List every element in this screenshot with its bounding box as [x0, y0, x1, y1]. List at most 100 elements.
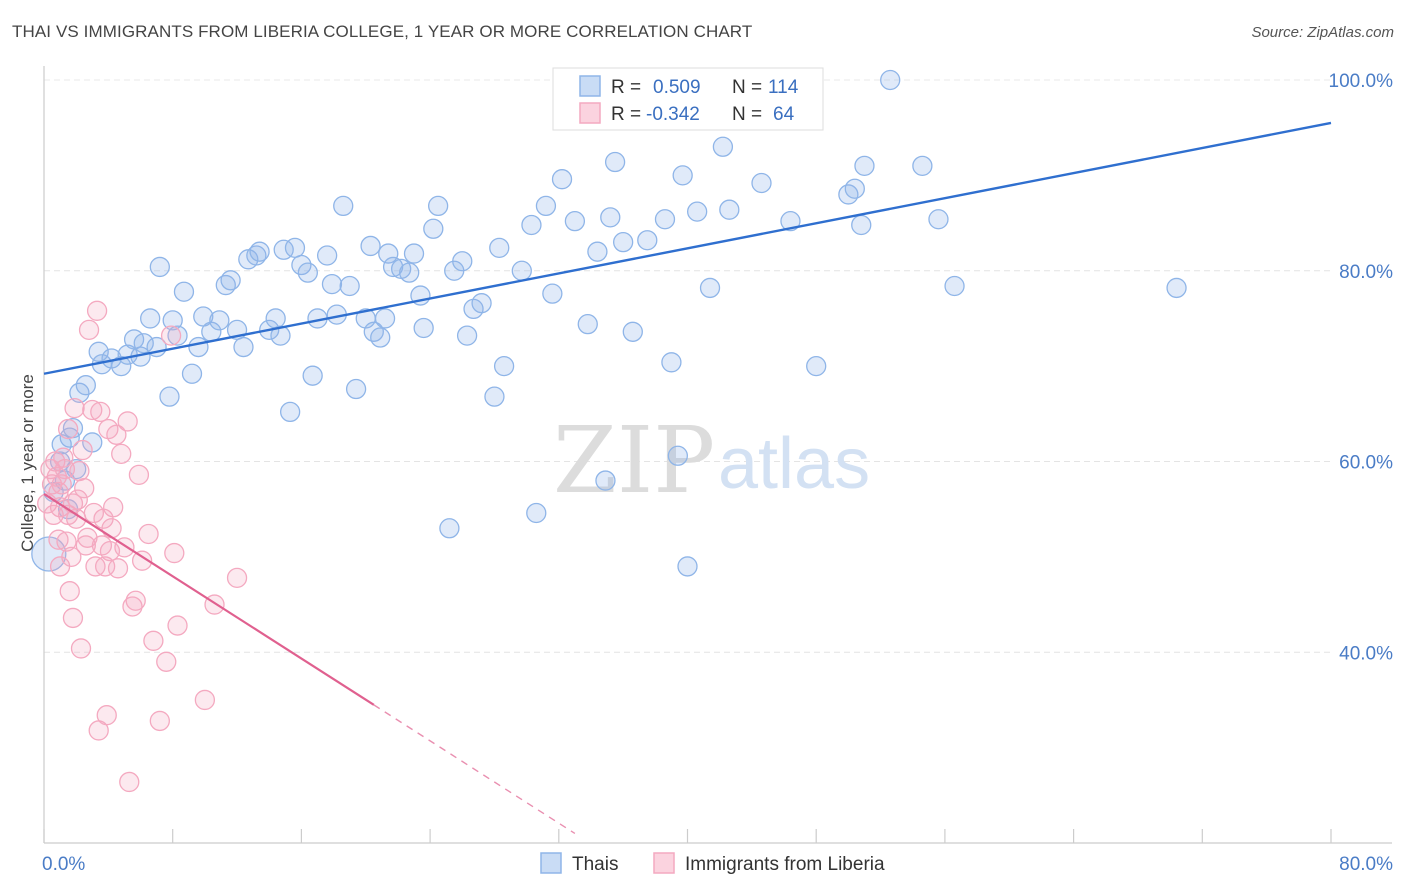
thais-point-25: [188, 336, 209, 358]
thais-point-46: [316, 245, 338, 266]
thais-point-95: [687, 201, 708, 222]
thais-point-97: [712, 136, 734, 157]
liberia-point-52: [143, 630, 164, 651]
thais-point-100: [780, 211, 801, 232]
legend-swatch-liberia: [579, 102, 601, 124]
legend-n-value-thais: 114: [768, 77, 799, 98]
liberia-point-35: [94, 556, 116, 577]
liberia-point-53: [149, 710, 170, 732]
thais-point-41: [284, 237, 306, 259]
legend-bottom: Thais Immigrants from Liberia: [540, 852, 885, 875]
liberia-point-57: [167, 615, 188, 636]
thais-point-109: [944, 275, 965, 297]
trend-line-1: [43, 493, 375, 706]
legend-bottom-swatch-thais: [540, 852, 562, 874]
thais-point-19: [149, 256, 170, 278]
watermark-atlas: atlas: [718, 424, 870, 504]
thais-point-96: [699, 277, 721, 299]
y-tick-label: 40.0%: [1339, 643, 1393, 664]
thais-point-74: [493, 355, 515, 377]
legend-top: R = 0.509 N = 114 R = -0.342 N = 64: [552, 67, 824, 131]
liberia-point-14: [59, 581, 80, 602]
liberia-point-32: [90, 401, 111, 423]
thais-point-71: [471, 293, 492, 314]
series-liberia: [37, 300, 248, 793]
legend-r-label: R =: [611, 104, 641, 125]
thais-point-91: [661, 352, 682, 373]
thais-point-61: [403, 243, 425, 264]
y-tick-label: 60.0%: [1339, 453, 1393, 474]
thais-point-38: [270, 325, 291, 346]
thais-point-92: [667, 445, 688, 466]
thais-point-94: [677, 556, 698, 577]
thais-point-50: [339, 275, 360, 297]
liberia-point-55: [160, 325, 182, 346]
thais-point-87: [613, 231, 634, 253]
thais-point-57: [378, 243, 399, 264]
thais-point-24: [181, 363, 203, 384]
thais-point-72: [484, 386, 505, 407]
thais-point-84: [595, 470, 616, 491]
x-tick-labels: 0.0% 80.0%: [42, 854, 1393, 875]
thais-point-77: [526, 502, 547, 524]
liberia-point-16: [62, 607, 84, 629]
series-thais: [31, 69, 1187, 577]
thais-point-17: [140, 308, 161, 329]
thais-point-98: [719, 199, 740, 220]
liberia-point-56: [164, 542, 185, 564]
thais-point-55: [370, 327, 391, 348]
liberia-point-24: [75, 535, 96, 556]
liberia-point-51: [138, 523, 159, 545]
liberia-point-60: [226, 567, 248, 589]
liberia-point-42: [107, 558, 129, 579]
thais-point-7: [75, 375, 96, 396]
legend-r-value-thais: 0.509: [653, 77, 701, 98]
liberia-point-20: [67, 489, 88, 510]
thais-point-32: [233, 336, 254, 358]
thais-point-63: [413, 317, 434, 339]
thais-point-68: [452, 251, 473, 272]
y-axis-title: College, 1 year or more: [18, 374, 37, 552]
liberia-point-21: [69, 460, 90, 482]
thais-point-64: [423, 218, 444, 239]
liberia-point-30: [86, 300, 108, 321]
legend-bottom-label-liberia: Immigrants from Liberia: [685, 854, 885, 875]
liberia-point-12: [56, 531, 77, 552]
liberia-point-26: [78, 319, 100, 341]
liberia-point-7: [49, 497, 71, 518]
thais-point-23: [173, 281, 195, 302]
thais-point-89: [637, 230, 658, 251]
thais-point-104: [851, 214, 872, 236]
thais-point-22: [167, 325, 188, 346]
thais-point-102: [838, 184, 859, 205]
thais-point-60: [399, 262, 420, 283]
axes: [43, 66, 1392, 844]
thais-point-51: [345, 378, 367, 400]
thais-point-43: [297, 262, 318, 283]
thais-point-58: [382, 256, 404, 278]
legend-n-label: N =: [732, 104, 762, 125]
thais-point-35: [249, 241, 270, 262]
liberia-point-28: [83, 502, 105, 524]
thais-point-90: [654, 209, 676, 230]
legend-bottom-label-thais: Thais: [572, 854, 618, 875]
chart-title: THAI VS IMMIGRANTS FROM LIBERIA COLLEGE,…: [12, 22, 753, 41]
y-tick-label: 80.0%: [1339, 262, 1393, 283]
thais-point-86: [604, 151, 626, 173]
thais-point-30: [220, 270, 241, 291]
thais-point-21: [162, 310, 183, 331]
thais-point-28: [209, 310, 230, 331]
liberia-point-9: [51, 474, 72, 495]
thais-point-49: [333, 195, 354, 217]
liberia-point-40: [103, 497, 124, 518]
liberia-point-46: [119, 771, 140, 793]
y-tick-label: 100.0%: [1329, 71, 1394, 92]
legend-r-label: R =: [611, 77, 641, 98]
y-tick-labels: 40.0% 60.0% 80.0% 100.0%: [1329, 71, 1394, 664]
thais-point-110: [1166, 277, 1187, 299]
thais-point-112: [66, 458, 87, 480]
watermark: ZIP atlas: [553, 407, 870, 514]
thais-point-83: [587, 241, 608, 262]
thais-point-53: [360, 235, 381, 257]
